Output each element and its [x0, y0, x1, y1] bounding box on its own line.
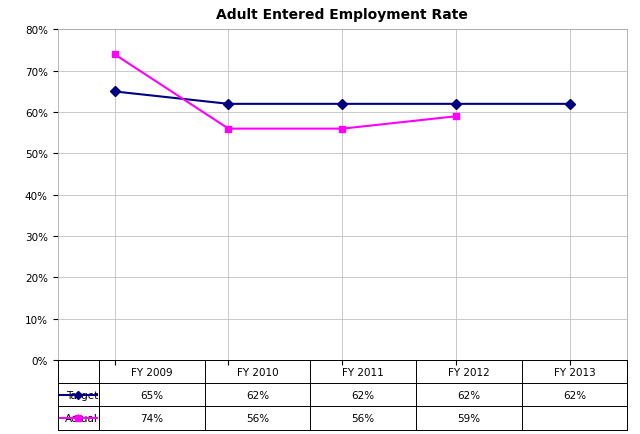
Text: FY 2012: FY 2012 [448, 367, 490, 377]
Text: Actual: Actual [65, 413, 98, 423]
Text: FY 2013: FY 2013 [554, 367, 595, 377]
Text: 56%: 56% [351, 413, 375, 423]
Text: FY 2010: FY 2010 [237, 367, 278, 377]
Text: 59%: 59% [457, 413, 481, 423]
Text: 62%: 62% [563, 390, 586, 400]
Text: 74%: 74% [140, 413, 164, 423]
Text: Target: Target [66, 390, 98, 400]
Text: 62%: 62% [351, 390, 375, 400]
Text: FY 2011: FY 2011 [342, 367, 384, 377]
Text: 56%: 56% [246, 413, 269, 423]
Text: 62%: 62% [457, 390, 481, 400]
Title: Adult Entered Employment Rate: Adult Entered Employment Rate [216, 8, 468, 22]
Text: FY 2009: FY 2009 [131, 367, 173, 377]
Text: 62%: 62% [246, 390, 269, 400]
Text: 65%: 65% [140, 390, 164, 400]
